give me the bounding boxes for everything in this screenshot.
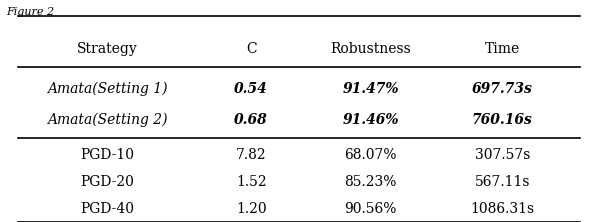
Text: 68.07%: 68.07% [344, 148, 397, 163]
Text: 7.82: 7.82 [236, 148, 267, 163]
Text: Robustness: Robustness [330, 42, 411, 56]
Text: Strategy: Strategy [77, 42, 138, 56]
Text: 0.68: 0.68 [234, 113, 268, 127]
Text: PGD-40: PGD-40 [81, 202, 135, 216]
Text: 1086.31s: 1086.31s [470, 202, 535, 216]
Text: 90.56%: 90.56% [344, 202, 397, 216]
Text: 1.52: 1.52 [236, 175, 267, 189]
Text: PGD-20: PGD-20 [81, 175, 135, 189]
Text: 91.47%: 91.47% [343, 82, 399, 96]
Text: Amata(Setting 1): Amata(Setting 1) [47, 82, 168, 96]
Text: 85.23%: 85.23% [344, 175, 397, 189]
Text: Amata(Setting 2): Amata(Setting 2) [47, 113, 168, 127]
Text: 760.16s: 760.16s [472, 113, 533, 127]
Text: 1.20: 1.20 [236, 202, 267, 216]
Text: Time: Time [485, 42, 520, 56]
Text: Figure 2: Figure 2 [6, 7, 54, 17]
Text: 567.11s: 567.11s [475, 175, 530, 189]
Text: 91.46%: 91.46% [343, 113, 399, 127]
Text: C: C [246, 42, 257, 56]
Text: PGD-10: PGD-10 [81, 148, 135, 163]
Text: 0.54: 0.54 [234, 82, 268, 96]
Text: 307.57s: 307.57s [475, 148, 530, 163]
Text: 697.73s: 697.73s [472, 82, 533, 96]
